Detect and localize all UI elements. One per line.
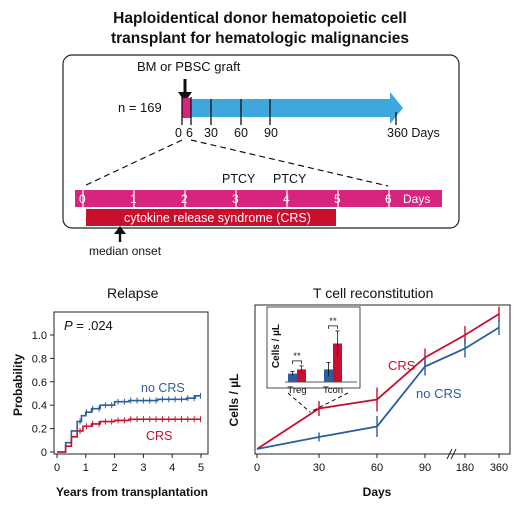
relapse-plot: 0 0.2 0.4 0.6 0.8 1.0 0 1 2 3 4 5: [32, 330, 204, 474]
zoom-line-left: [83, 139, 183, 187]
graft-label: BM or PBSC graft: [137, 59, 241, 74]
relapse-line-no-crs: [57, 395, 201, 453]
relapse-xlabel: Years from transplantation: [56, 485, 208, 499]
crs-bar-label: cytokine release syndrome (CRS): [124, 211, 311, 225]
inset-frame: [266, 306, 361, 389]
relapse-label-no-crs: no CRS: [141, 381, 185, 395]
days-ticks: [82, 190, 390, 207]
timeline-tick-0: 0: [175, 126, 182, 140]
page-title-line2: transplant for hematologic malignancies: [110, 30, 409, 47]
tcell-plot: 0 30 60 90 180 360: [254, 306, 508, 474]
relapse-ytick-label: 0.8: [32, 353, 47, 365]
relapse-ytick-label: 0.6: [32, 377, 47, 389]
inset-ylabel: Cells / µL: [271, 324, 282, 368]
day-tick-3: 3: [232, 192, 239, 206]
median-onset-label: median onset: [89, 244, 162, 258]
inset-connector-right: [309, 392, 349, 413]
tcell-title: T cell reconstitution: [313, 285, 433, 301]
relapse-xtick-label: 5: [198, 462, 204, 474]
inset-sig-label: **: [293, 351, 301, 362]
tcell-xtick-label: 0: [254, 462, 260, 474]
timeline-tick-60: 60: [234, 126, 248, 140]
relapse-ytick-label: 0.4: [32, 400, 47, 412]
tcell-xlabel: Days: [363, 485, 392, 499]
inset-category-label: Tcon: [323, 385, 343, 396]
timeline-arrowhead-icon: [390, 92, 403, 124]
tcell-line-crs: [256, 313, 500, 450]
relapse-ytick-label: 0.2: [32, 424, 47, 436]
timeline-tick-6: 6: [186, 126, 193, 140]
tcell-xtick-label: 30: [313, 462, 325, 474]
crs-bar: [86, 209, 336, 226]
relapse-xtick-label: 0: [54, 462, 60, 474]
zoom-line-right: [190, 139, 389, 187]
days-bar: [75, 190, 442, 207]
inset-sig-bracket: [328, 325, 338, 329]
timeline-ticks: [181, 97, 397, 125]
day-tick-6: 6: [385, 192, 392, 206]
timeline-early-segment: [182, 98, 191, 118]
tcell-plot-frame: [254, 304, 511, 455]
inset-bar: [288, 373, 297, 382]
schematic-box: [62, 54, 460, 229]
ptcy-label-day3: PTCY: [222, 172, 256, 186]
timeline-tick-360: 360 Days: [387, 126, 440, 140]
inset-bar: [297, 369, 306, 382]
day-tick-2: 2: [181, 192, 188, 206]
day-tick-4: 4: [283, 192, 290, 206]
timeline-bar: [191, 99, 392, 117]
relapse-xtick-label: 4: [169, 462, 175, 474]
tcell-line-no-crs: [256, 326, 500, 450]
relapse-xtick-label: 3: [140, 462, 146, 474]
inset-sig-bracket: [292, 360, 302, 364]
day-tick-1: 1: [130, 192, 137, 206]
relapse-ytick-label: 0: [41, 447, 47, 459]
graft-arrowhead-icon: [178, 92, 192, 102]
tcell-xtick-label: 60: [371, 462, 383, 474]
tcell-label-no-crs: no CRS: [416, 386, 462, 401]
relapse-title: Relapse: [107, 285, 159, 301]
tcell-axis-break-mark: [450, 448, 457, 460]
median-onset-arrowhead-icon: [114, 226, 126, 234]
relapse-p-value: P = .024: [64, 318, 113, 333]
tcell-xtick-label: 180: [456, 462, 474, 474]
relapse-ytick-label: 1.0: [32, 330, 47, 342]
inset-sig-label: **: [329, 316, 337, 327]
day-tick-0: 0: [79, 192, 86, 206]
tcell-xtick-label: 90: [419, 462, 431, 474]
relapse-ylabel: Probability: [11, 354, 25, 416]
relapse-plot-frame: [53, 311, 209, 455]
tcell-xtick-label: 360: [490, 462, 508, 474]
inset-connector-left: [287, 392, 311, 413]
tcell-label-crs: CRS: [388, 358, 416, 373]
days-unit-label: Days: [403, 192, 430, 206]
relapse-line-crs: [57, 418, 201, 453]
inset-category-label: Treg: [287, 385, 306, 396]
tcell-ylabel: Cells / µL: [227, 374, 241, 427]
timeline-tick-30: 30: [204, 126, 218, 140]
relapse-label-crs: CRS: [146, 429, 172, 443]
page-title-line1: Haploidentical donor hematopoietic cell: [113, 10, 407, 27]
timeline-tick-90: 90: [264, 126, 278, 140]
inset-plot: Treg ** Tcon **: [285, 316, 357, 396]
relapse-xtick-label: 2: [112, 462, 118, 474]
day-tick-5: 5: [334, 192, 341, 206]
inset-bar: [333, 343, 342, 382]
tcell-axis-break-mark: [446, 448, 453, 460]
relapse-xtick-label: 1: [83, 462, 89, 474]
ptcy-label-day4: PTCY: [273, 172, 307, 186]
cohort-label: n = 169: [118, 100, 162, 115]
